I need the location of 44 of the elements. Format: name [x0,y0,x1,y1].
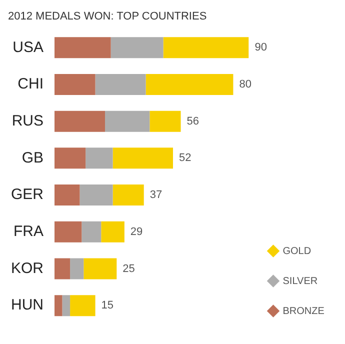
bar [70,295,96,316]
bar [82,221,102,242]
bar [62,295,70,316]
y-tick-label: FRA [14,223,44,240]
bar [95,74,146,95]
annotation: 52 [178,152,192,164]
bar [54,184,80,206]
bar [84,258,117,280]
annotation: 56 [186,115,200,128]
bar [80,184,113,206]
bar [101,221,124,242]
y-tick-label: HUN [11,296,44,314]
legend-label: SILVER [282,276,318,287]
bar [86,148,113,169]
bar [54,221,82,242]
annotation: 25 [122,262,135,275]
bar [105,110,150,132]
bar [54,295,62,316]
bar [112,184,144,206]
legend-label: BRONZE [282,306,325,317]
chart-title: 2012 MEDALS WON: TOP COUNTRIES [8,10,207,23]
y-tick-label: RUS [12,112,44,130]
y-tick-label: USA [12,38,44,56]
bar [70,258,84,280]
y-tick-label: GER [10,186,44,204]
legend-label: GOLD [282,246,312,257]
y-tick-label: CHI [18,76,44,93]
y-tick-label: GB [22,149,44,166]
annotation: 37 [150,189,162,202]
bar [150,110,181,132]
annotation: 15 [101,300,114,312]
bar [54,110,106,132]
bar [54,74,96,95]
bar [54,258,70,280]
bar [146,74,234,95]
bar [112,148,173,169]
y-tick-label: KOR [10,260,44,277]
bar [54,148,86,169]
text: 90 [254,42,267,54]
bar [54,37,111,58]
annotation: 80 [239,78,252,91]
bar [110,37,164,58]
annotation: 29 [130,226,143,238]
bar [163,37,249,58]
